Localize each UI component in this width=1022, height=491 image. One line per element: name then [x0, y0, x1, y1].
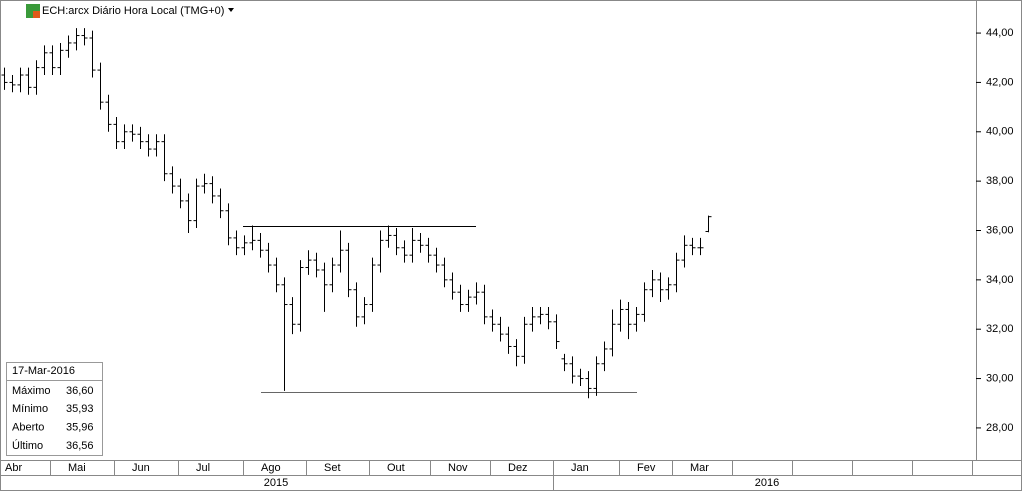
info-date: 17-Mar-2016 [12, 365, 75, 377]
x-tick-label: Jul [196, 462, 210, 474]
x-tick-label: Jan [571, 462, 589, 474]
info-value: 36,56 [66, 440, 94, 452]
dropdown-arrow[interactable] [228, 8, 234, 12]
y-tick-label: 38,00 [986, 175, 1014, 187]
x-tick-label: Set [324, 462, 341, 474]
x-tick-label: Abr [5, 462, 22, 474]
info-label: Máximo [12, 385, 51, 397]
x-tick-label: Mar [690, 462, 709, 474]
x-tick-label: Jun [132, 462, 150, 474]
x-tick-label: Dez [508, 462, 528, 474]
chart-title[interactable]: ECH:arcx Diário Hora Local (TMG+0) [42, 5, 224, 17]
year-label: 2015 [264, 477, 288, 489]
y-tick-label: 44,00 [986, 27, 1014, 39]
y-tick-label: 36,00 [986, 224, 1014, 236]
info-label: Aberto [12, 422, 44, 434]
y-tick-label: 30,00 [986, 372, 1014, 384]
x-tick-label: Ago [261, 462, 281, 474]
x-tick-label: Fev [637, 462, 656, 474]
x-tick-label: Nov [448, 462, 468, 474]
info-value: 36,60 [66, 385, 94, 397]
info-box: 17-Mar-2016 [6, 362, 103, 456]
x-tick-label: Out [387, 462, 405, 474]
y-tick-label: 32,00 [986, 323, 1014, 335]
info-value: 35,93 [66, 403, 94, 415]
info-label: Último [12, 439, 43, 452]
info-value: 35,96 [66, 422, 94, 434]
x-tick-label: Mai [68, 462, 86, 474]
info-label: Mínimo [12, 403, 48, 415]
y-tick-label: 40,00 [986, 126, 1014, 138]
y-tick-label: 28,00 [986, 422, 1014, 434]
symbol-icon [26, 4, 40, 18]
year-label: 2016 [755, 477, 779, 489]
y-tick-label: 42,00 [986, 76, 1014, 88]
y-tick-label: 34,00 [986, 274, 1014, 286]
